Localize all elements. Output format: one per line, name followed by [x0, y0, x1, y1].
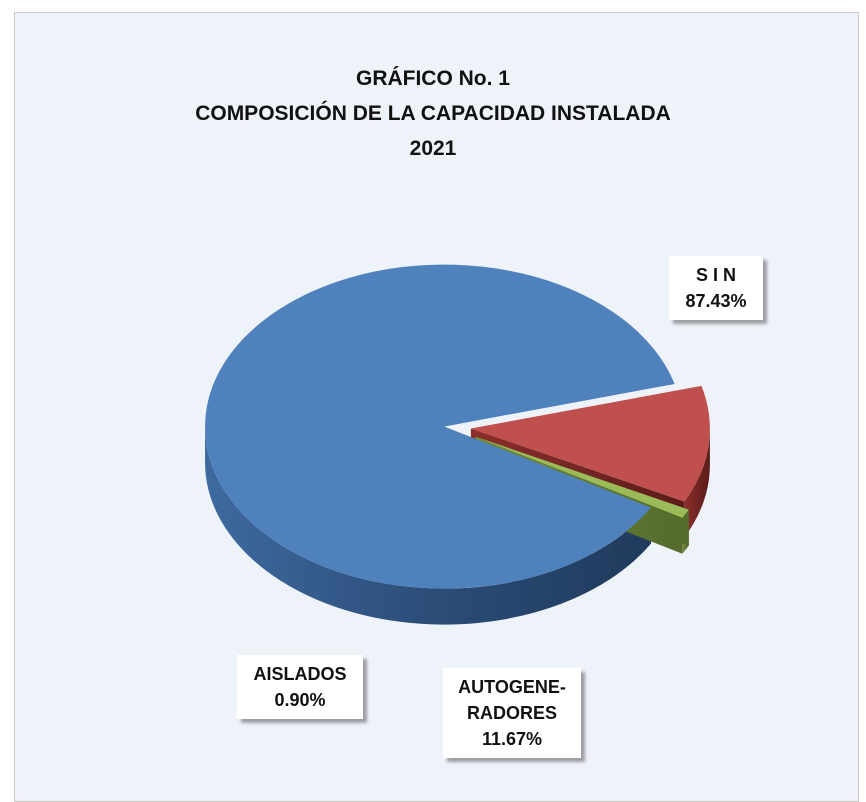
label-sin: S I N 87.43% [669, 256, 763, 320]
chart-title-line-1: GRÁFICO No. 1 [355, 67, 510, 90]
chart-title-line-3: 2021 [409, 137, 457, 160]
label-autogeneradores: AUTOGENE- RADORES 11.67% [443, 668, 581, 758]
slice-autogeneradores [470, 385, 710, 502]
label-autogeneradores-name-2: RADORES [466, 703, 557, 723]
label-sin-value: 87.43% [685, 291, 747, 311]
chart-title-line-2: COMPOSICIÓN DE LA CAPACIDAD INSTALADA [195, 102, 671, 125]
label-autogeneradores-name-1: AUTOGENE- [458, 677, 566, 697]
slice-sin-side [205, 426, 652, 625]
label-aislados-name: AISLADOS [253, 664, 347, 684]
label-autogeneradores-value: 11.67% [481, 729, 543, 749]
slice-autogeneradores-side [684, 428, 710, 538]
label-sin-name: S I N [695, 265, 736, 285]
label-aislados: AISLADOS 0.90% [237, 655, 363, 719]
slice-aislados [475, 436, 689, 518]
slice-sin [205, 264, 675, 589]
label-aislados-value: 0.90% [274, 690, 326, 710]
